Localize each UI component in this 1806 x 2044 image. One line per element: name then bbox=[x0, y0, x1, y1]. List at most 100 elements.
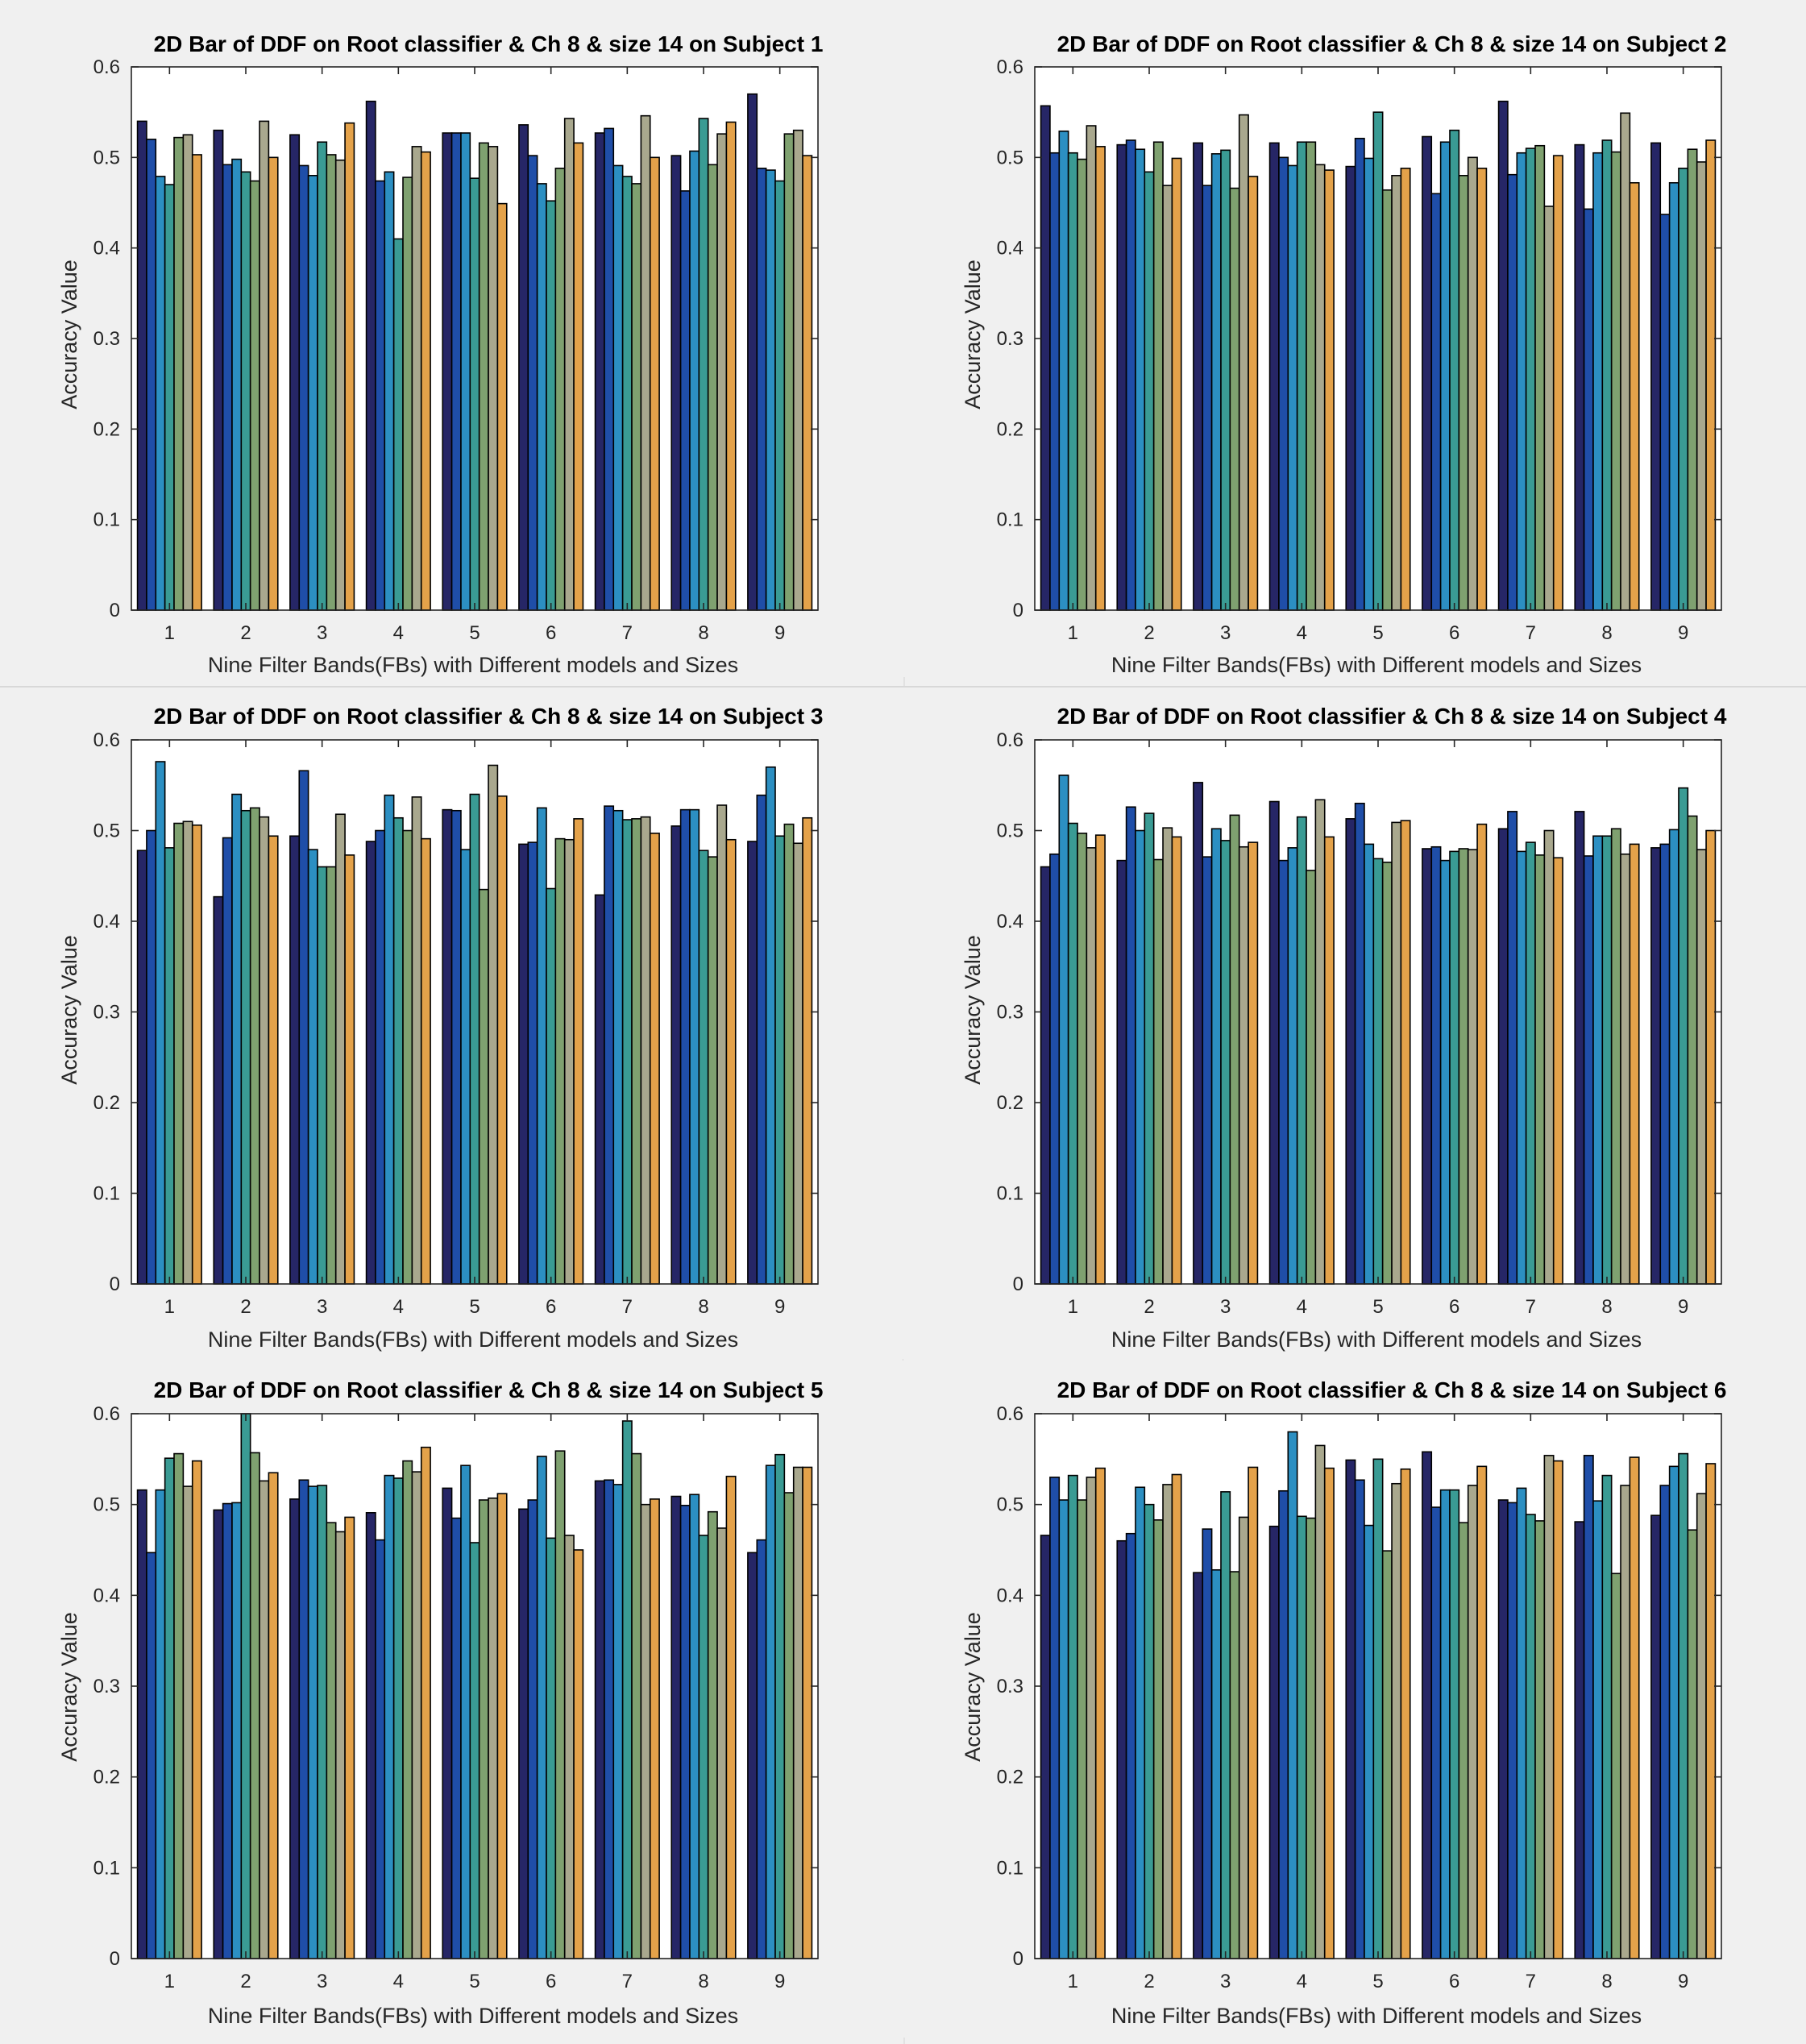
bar-fb3-model4 bbox=[1220, 1491, 1231, 1959]
bar-fb7-model6 bbox=[640, 816, 651, 1285]
bar-fb6-model2 bbox=[527, 155, 538, 611]
bar-fb2-model7 bbox=[1171, 836, 1182, 1285]
bar-fb5-model5 bbox=[478, 142, 489, 611]
bar-fb5-model2 bbox=[450, 809, 462, 1285]
plot-area: 0 0.1 0.2 0.3 0.4 0.5 0.6 1 2 3 4 5 6 7 8 9 bbox=[93, 56, 819, 644]
bar-fb4-model2 bbox=[375, 1539, 386, 1959]
x-tick-label: 2 bbox=[1144, 1971, 1154, 1992]
bar-fb9-model7 bbox=[1705, 139, 1717, 611]
x-tick-label: 9 bbox=[1678, 1296, 1688, 1318]
bar-fb4-model5 bbox=[402, 829, 413, 1285]
bar-fb1-model7 bbox=[191, 824, 202, 1285]
bar-fb1-model6 bbox=[182, 1485, 193, 1959]
chart-svg-subject-2: 0 0.1 0.2 0.3 0.4 0.5 0.6 1 2 3 4 5 6 7 8 9 2D Bar of D… bbox=[961, 31, 1727, 677]
bar-fb8-model4 bbox=[1601, 835, 1613, 1285]
bar-fb8-model1 bbox=[1574, 811, 1585, 1285]
bar-fb6-model6 bbox=[563, 1535, 575, 1959]
bar-fb1-model6 bbox=[1086, 847, 1097, 1285]
bar-fb4-model1 bbox=[1268, 800, 1280, 1285]
bar-fb3-model1 bbox=[1193, 782, 1204, 1285]
bar-fb6-model2 bbox=[527, 841, 538, 1285]
bar-fb1-model4 bbox=[1067, 822, 1078, 1285]
y-tick-label: 0.3 bbox=[997, 1676, 1023, 1697]
x-tick-label: 1 bbox=[164, 622, 175, 644]
x-tick-label: 5 bbox=[469, 1296, 480, 1318]
bar-fb6-model3 bbox=[536, 1456, 547, 1959]
bar-fb4-model7 bbox=[420, 1446, 431, 1959]
bar-fb6-model2 bbox=[1430, 845, 1442, 1285]
chart-title: 2D Bar of DDF on Root classifier & Ch 8 … bbox=[1057, 31, 1727, 56]
bar-fb1-model7 bbox=[191, 154, 202, 611]
x-tick-label: 5 bbox=[1372, 1971, 1383, 1992]
bar-fb5-model7 bbox=[1400, 1468, 1411, 1959]
bar-fb4-model1 bbox=[1268, 142, 1280, 611]
x-axis-label: Nine Filter Bands(FBs) with Different mo… bbox=[1111, 1327, 1642, 1352]
bar-fb1-model3 bbox=[1058, 130, 1069, 611]
bar-fb2-model2 bbox=[222, 164, 233, 611]
bar-fb1-model6 bbox=[1086, 1477, 1097, 1959]
bar-fb3-model1 bbox=[289, 835, 301, 1285]
bar-fb3-model6 bbox=[334, 159, 346, 611]
bar-fb9-model5 bbox=[783, 823, 795, 1285]
bar-fb3-model4 bbox=[317, 1485, 328, 1959]
chart-svg-subject-4: 0 0.1 0.2 0.3 0.4 0.5 0.6 1 2 3 4 5 6 7 8 9 2D Bar of D… bbox=[961, 704, 1727, 1352]
bar-fb7-model2 bbox=[1507, 1502, 1518, 1959]
bar-fb8-model3 bbox=[1592, 835, 1604, 1285]
x-tick-label: 6 bbox=[1449, 622, 1459, 644]
bar-fb7-model4 bbox=[1525, 147, 1536, 611]
bar-fb2-model6 bbox=[259, 1480, 270, 1959]
x-tick-label: 3 bbox=[317, 1296, 327, 1318]
bar-fb5-model5 bbox=[478, 1499, 489, 1959]
bar-fb8-model7 bbox=[725, 121, 737, 611]
bar-fb6-model5 bbox=[554, 837, 566, 1285]
bar-fb2-model2 bbox=[222, 1502, 233, 1959]
bar-fb9-model2 bbox=[756, 1539, 767, 1959]
x-tick-label: 8 bbox=[1601, 622, 1612, 644]
x-tick-label: 6 bbox=[1449, 1971, 1459, 1992]
bar-fb5-model6 bbox=[488, 764, 499, 1285]
bar-fb9-model1 bbox=[1650, 847, 1662, 1285]
bar-fb1-model1 bbox=[1040, 1535, 1051, 1959]
bar-fb8-model6 bbox=[1620, 853, 1631, 1285]
bar-fb3-model4 bbox=[1220, 149, 1231, 611]
bar-fb5-model7 bbox=[496, 795, 508, 1285]
bar-fb5-model1 bbox=[1345, 165, 1356, 611]
bar-fb4-model6 bbox=[411, 796, 422, 1285]
bar-fb4-model6 bbox=[1314, 164, 1326, 611]
bar-fb5-model3 bbox=[460, 849, 471, 1285]
bar-fb2-model1 bbox=[213, 895, 224, 1285]
bar-fb5-model4 bbox=[1372, 111, 1384, 611]
bar-fb3-model2 bbox=[298, 164, 309, 611]
bar-fb6-model6 bbox=[563, 838, 575, 1285]
bar-fb3-model7 bbox=[344, 122, 355, 611]
bar-fb7-model6 bbox=[640, 1503, 651, 1959]
bar-fb2-model3 bbox=[1135, 148, 1146, 611]
bar-fb6-model7 bbox=[573, 818, 584, 1285]
chart-panel-subject-6: 0 0.1 0.2 0.3 0.4 0.5 0.6 1 2 3 4 5 6 7 8 9 2D Bar of D… bbox=[903, 1361, 1806, 2038]
bar-fb3-model3 bbox=[307, 849, 318, 1285]
bar-fb3-model1 bbox=[1193, 1572, 1204, 1959]
bar-fb8-model5 bbox=[1610, 151, 1621, 611]
bar-fb2-model7 bbox=[1171, 1473, 1182, 1959]
bar-fb1-model2 bbox=[1049, 853, 1061, 1285]
bar-fb1-model7 bbox=[191, 1460, 202, 1959]
bar-fb8-model3 bbox=[689, 1494, 700, 1959]
y-tick-label: 0.5 bbox=[93, 1494, 120, 1516]
bar-fb1-model4 bbox=[164, 847, 175, 1285]
bar-fb7-model6 bbox=[1543, 206, 1555, 611]
y-tick-label: 0.3 bbox=[93, 328, 120, 350]
bar-fb7-model1 bbox=[594, 132, 605, 611]
x-tick-label: 7 bbox=[1526, 622, 1536, 644]
bar-fb4-model5 bbox=[1306, 1517, 1317, 1959]
bar-fb3-model5 bbox=[326, 154, 337, 611]
bar-fb3-model5 bbox=[326, 866, 337, 1285]
bars bbox=[136, 1413, 813, 1959]
x-tick-label: 9 bbox=[774, 1971, 785, 1992]
bar-fb8-model5 bbox=[707, 1510, 718, 1959]
bar-fb7-model5 bbox=[1534, 1520, 1546, 1959]
bar-fb3-model1 bbox=[289, 134, 301, 611]
bar-fb3-model4 bbox=[317, 866, 328, 1285]
bar-fb3-model3 bbox=[307, 1485, 318, 1959]
bar-fb6-model7 bbox=[1476, 168, 1488, 611]
panel-divider-horizontal-1 bbox=[0, 686, 1806, 688]
